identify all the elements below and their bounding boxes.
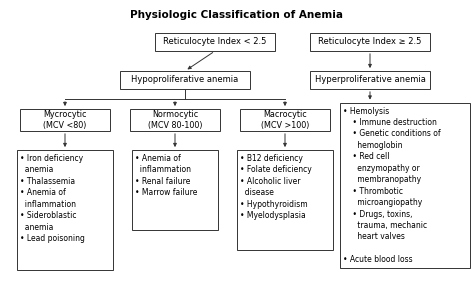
Text: Macrocytic
(MCV >100): Macrocytic (MCV >100)	[261, 110, 309, 130]
Text: • Anemia of
  inflammation
• Renal failure
• Marrow failure: • Anemia of inflammation • Renal failure…	[135, 154, 197, 197]
Text: Normocytic
(MCV 80-100): Normocytic (MCV 80-100)	[148, 110, 202, 130]
FancyBboxPatch shape	[120, 71, 250, 89]
FancyBboxPatch shape	[240, 109, 330, 131]
FancyBboxPatch shape	[17, 150, 113, 270]
Text: Physiologic Classification of Anemia: Physiologic Classification of Anemia	[130, 10, 344, 20]
Text: • Iron deficiency
  anemia
• Thalassemia
• Anemia of
  inflammation
• Sideroblas: • Iron deficiency anemia • Thalassemia •…	[20, 154, 85, 243]
Text: Reticulocyte Index < 2.5: Reticulocyte Index < 2.5	[164, 37, 267, 47]
FancyBboxPatch shape	[155, 33, 275, 51]
Text: Mycrocytic
(MCV <80): Mycrocytic (MCV <80)	[43, 110, 87, 130]
Text: Hypoproliferative anemia: Hypoproliferative anemia	[131, 76, 238, 85]
Text: Hyperproliferative anemia: Hyperproliferative anemia	[315, 76, 426, 85]
FancyBboxPatch shape	[130, 109, 220, 131]
Text: Reticulocyte Index ≥ 2.5: Reticulocyte Index ≥ 2.5	[319, 37, 422, 47]
FancyBboxPatch shape	[132, 150, 218, 230]
Text: • B12 deficiency
• Folate deficiency
• Alcoholic liver
  disease
• Hypothyroidis: • B12 deficiency • Folate deficiency • A…	[240, 154, 312, 220]
FancyBboxPatch shape	[310, 71, 430, 89]
FancyBboxPatch shape	[310, 33, 430, 51]
FancyBboxPatch shape	[237, 150, 333, 250]
Text: • Hemolysis
    • Immune destruction
    • Genetic conditions of
      hemoglobi: • Hemolysis • Immune destruction • Genet…	[343, 107, 441, 264]
FancyBboxPatch shape	[20, 109, 110, 131]
FancyBboxPatch shape	[340, 102, 470, 268]
